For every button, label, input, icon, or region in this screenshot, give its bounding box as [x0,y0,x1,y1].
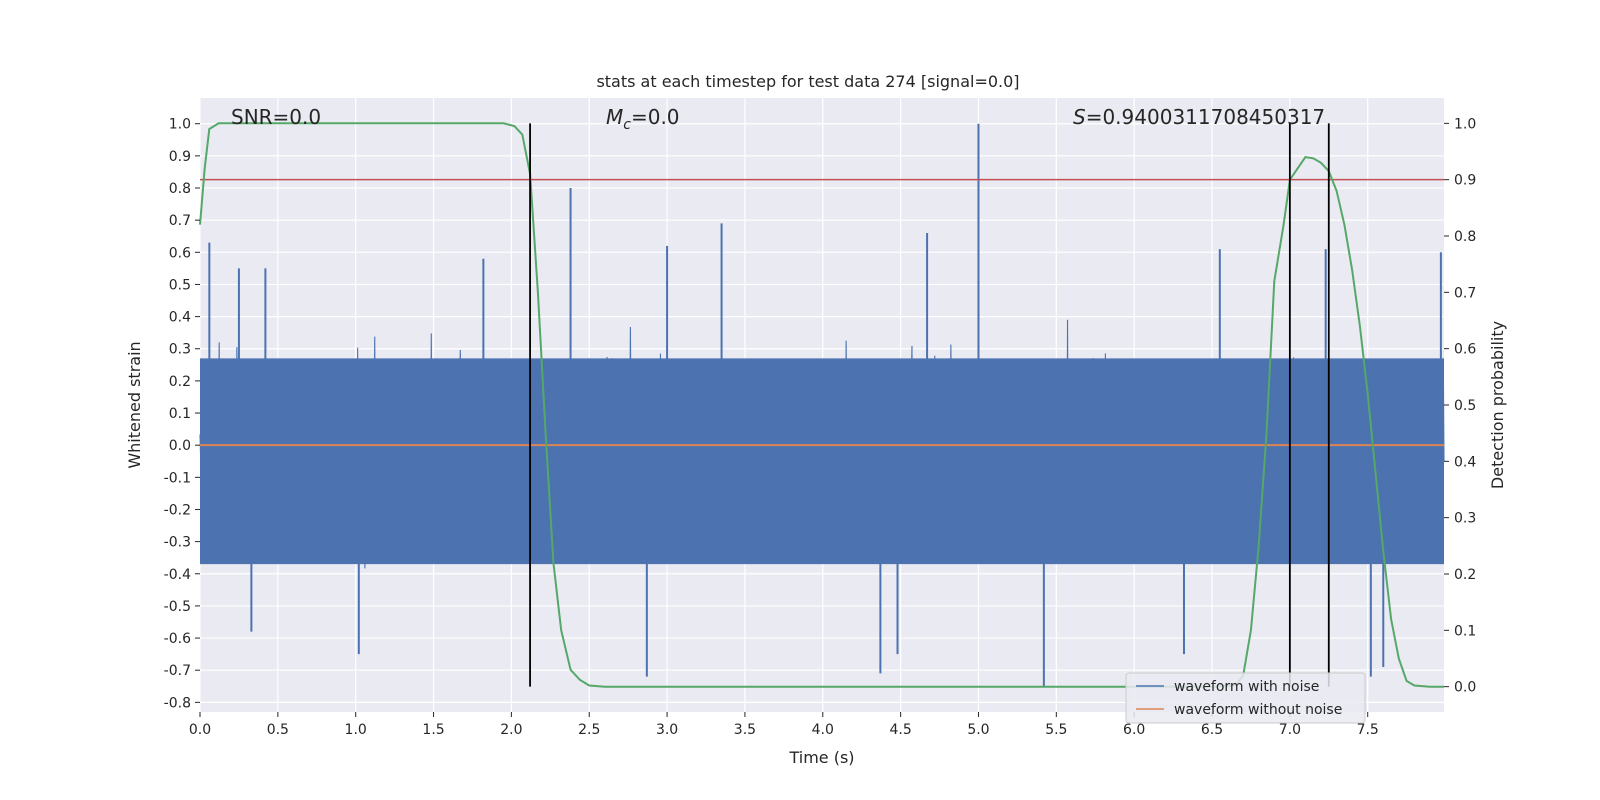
noise-band [200,358,1444,565]
left-y-axis-label: Whitened strain [125,341,144,468]
x-tick-label-11: 5.5 [1045,722,1067,738]
x-tick-label-13: 6.5 [1201,722,1223,738]
legend: waveform with noise waveform without noi… [1125,672,1366,724]
y-right-tick-label-1: 0.9 [1454,173,1476,189]
y-right-tick-label-9: 0.1 [1454,623,1476,639]
mc-symbol: M [606,105,623,129]
x-tick-label-15: 7.5 [1357,722,1379,738]
y-left-tick-label-5: 0.5 [169,277,191,293]
chart-title: stats at each timestep for test data 274… [596,72,1019,91]
y-left-tick-label-14: -0.4 [164,567,191,583]
y-right-tick-label-7: 0.3 [1454,511,1476,527]
x-tick-label-3: 1.5 [422,722,444,738]
x-axis-ticks: 0.0 0.5 1.0 1.5 2.0 2.5 3.0 3.5 4.0 4.5 5.0 5.5 6.0 6… [189,712,1379,738]
y-left-tick-label-2: 0.8 [169,181,191,197]
plot-area [199,98,1445,712]
y-left-tick-label-18: -0.8 [164,695,191,711]
x-tick-label-0: 0.0 [189,722,211,738]
y-right-tick-label-2: 0.8 [1454,229,1476,245]
x-tick-label-2: 1.0 [345,722,367,738]
x-tick-label-4: 2.0 [500,722,522,738]
score-annotation: S=0.9400311708450317 [1073,105,1325,129]
y-left-tick-label-17: -0.7 [164,663,191,679]
y-left-tick-label-7: 0.3 [169,342,191,358]
y-left-tick-label-11: -0.1 [164,470,191,486]
s-symbol: S [1073,105,1086,129]
noise-spikes [208,123,1442,687]
left-y-axis-ticks: 1.0 0.9 0.8 0.7 0.6 0.5 0.4 0.3 0.2 0.1 0.0 -0.1 -0.… [164,117,200,711]
y-left-tick-label-9: 0.1 [169,406,191,422]
right-y-axis-label: Detection probability [1488,321,1507,489]
trigger-lines [529,123,1330,687]
y-left-tick-label-15: -0.5 [164,599,191,615]
x-tick-label-12: 6.0 [1123,722,1145,738]
y-left-tick-label-13: -0.3 [164,535,191,551]
mc-subscript: c [623,117,631,133]
y-right-tick-label-5: 0.5 [1454,398,1476,414]
y-left-tick-label-12: -0.2 [164,502,191,518]
y-right-tick-label-3: 0.7 [1454,285,1476,301]
y-right-tick-label-8: 0.2 [1454,567,1476,583]
y-right-tick-label-0: 1.0 [1454,116,1476,132]
y-right-tick-label-6: 0.4 [1454,454,1476,470]
y-left-tick-label-4: 0.6 [169,245,191,261]
mc-value: =0.0 [631,105,680,129]
y-left-tick-label-10: 0.0 [169,438,191,454]
y-right-tick-label-4: 0.6 [1454,342,1476,358]
legend-label-clean: waveform without noise [1174,702,1342,718]
x-tick-label-8: 4.0 [812,722,834,738]
noise-waveform [199,319,1445,569]
x-tick-label-6: 3.0 [656,722,678,738]
y-left-tick-label-0: 1.0 [169,117,191,133]
y-left-tick-label-16: -0.6 [164,631,191,647]
legend-label-noise: waveform with noise [1174,679,1319,695]
x-tick-label-5: 2.5 [578,722,600,738]
y-right-tick-label-10: 0.0 [1454,680,1476,696]
x-tick-label-10: 5.0 [967,722,989,738]
x-tick-label-1: 0.5 [267,722,289,738]
right-y-axis-ticks: 1.0 0.9 0.8 0.7 0.6 0.5 0.4 0.3 0.2 0.1 0.0 [1444,116,1476,696]
y-left-tick-label-8: 0.2 [169,374,191,390]
y-left-tick-label-1: 0.9 [169,149,191,165]
snr-annotation: SNR=0.0 [231,105,321,129]
y-left-tick-label-3: 0.7 [169,213,191,229]
x-tick-label-14: 7.0 [1279,722,1301,738]
legend-box [1125,672,1366,724]
y-left-tick-label-6: 0.4 [169,310,191,326]
x-tick-label-7: 3.5 [734,722,756,738]
chirp-mass-annotation: Mc=0.0 [606,105,680,133]
x-tick-label-9: 4.5 [889,722,911,738]
s-value: =0.9400311708450317 [1086,105,1325,129]
x-axis-label: Time (s) [788,748,854,767]
